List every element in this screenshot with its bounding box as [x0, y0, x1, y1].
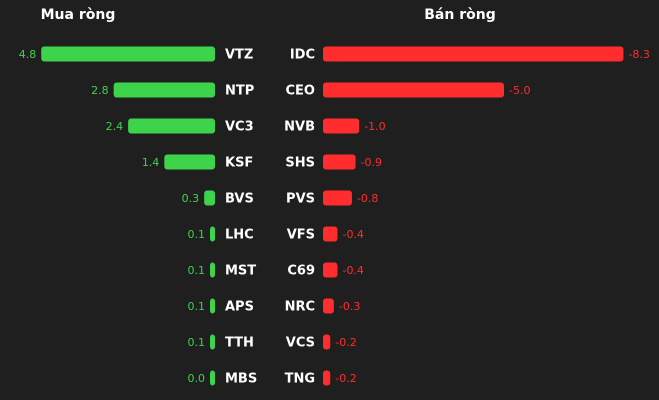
category-label: MBS: [225, 372, 257, 387]
bar: [210, 226, 215, 242]
bar: [113, 82, 215, 98]
category-label: TTH: [225, 336, 254, 351]
category-label: APS: [225, 300, 254, 315]
bar: [323, 154, 356, 170]
value-label: -0.2: [335, 372, 356, 385]
value-label: -1.0: [364, 120, 385, 133]
bar: [210, 370, 215, 386]
bar: [323, 298, 334, 314]
bar: [210, 334, 215, 350]
bar: [323, 46, 624, 62]
bar: [41, 46, 215, 62]
value-label: -0.8: [357, 192, 378, 205]
value-label: 0.1: [188, 336, 206, 349]
value-label: 0.3: [182, 192, 200, 205]
value-label: -0.3: [339, 300, 360, 313]
category-label: SHS: [285, 156, 315, 171]
category-label: NRC: [285, 300, 315, 315]
category-label: VC3: [225, 120, 254, 135]
value-label: 0.1: [188, 228, 206, 241]
value-label: 2.4: [106, 120, 124, 133]
value-label: -5.0: [509, 84, 530, 97]
category-label: C69: [287, 264, 315, 279]
value-label: -0.4: [342, 264, 363, 277]
category-label: NTP: [225, 84, 254, 99]
chart-title: Mua ròng: [41, 7, 116, 23]
value-label: 0.1: [188, 264, 206, 277]
bar: [323, 118, 360, 134]
category-label: VCS: [286, 336, 315, 351]
value-label: 1.4: [142, 156, 160, 169]
value-label: -0.9: [361, 156, 382, 169]
category-label: KSF: [225, 156, 253, 171]
bar: [204, 190, 215, 206]
category-label: VFS: [287, 228, 315, 243]
value-label: -0.2: [335, 336, 356, 349]
bar: [323, 370, 331, 386]
category-label: LHC: [225, 228, 254, 243]
bar: [323, 262, 338, 278]
bar: [210, 262, 215, 278]
category-label: CEO: [286, 84, 315, 99]
bar: [164, 154, 215, 170]
category-label: TNG: [285, 372, 315, 387]
value-label: -0.4: [342, 228, 363, 241]
value-label: 0.1: [188, 300, 206, 313]
category-label: IDC: [290, 48, 315, 63]
category-label: BVS: [225, 192, 254, 207]
category-label: VTZ: [225, 48, 253, 63]
bar: [323, 190, 352, 206]
bar: [323, 82, 504, 98]
chart-title: Bán ròng: [424, 7, 495, 23]
bar: [128, 118, 215, 134]
value-label: -8.3: [628, 48, 649, 61]
bar: [210, 298, 215, 314]
value-label: 0.0: [188, 372, 206, 385]
bar: [323, 226, 338, 242]
category-label: MST: [225, 264, 256, 279]
bar: [323, 334, 331, 350]
value-label: 4.8: [19, 48, 37, 61]
category-label: NVB: [284, 120, 315, 135]
category-label: PVS: [286, 192, 315, 207]
value-label: 2.8: [91, 84, 109, 97]
